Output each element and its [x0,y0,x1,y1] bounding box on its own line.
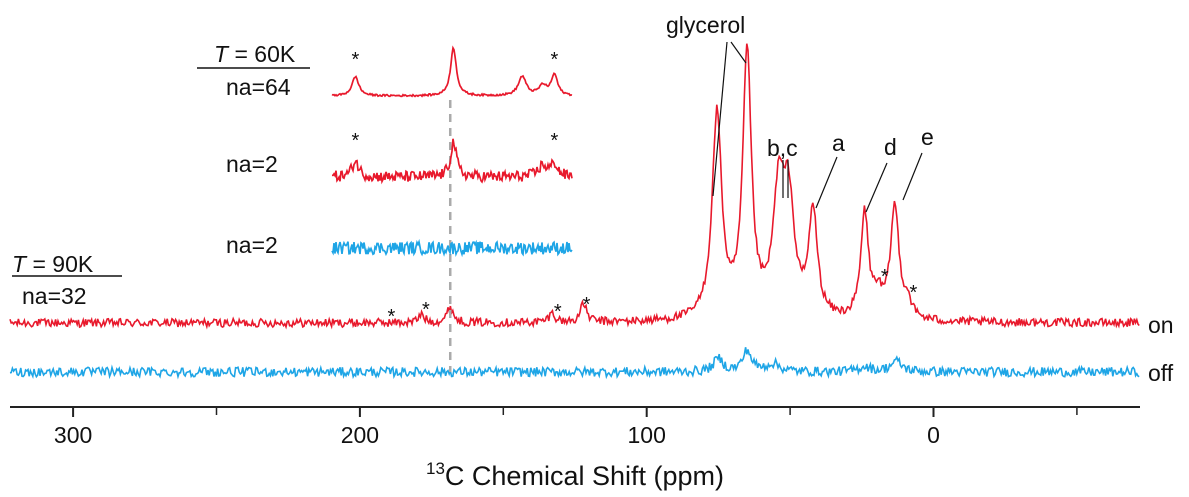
inset-temperature-label: T = 60K [214,41,296,67]
x-tick-label: 100 [628,422,666,448]
x-axis-title-superscript: 13 [426,459,445,478]
inset-trace-2 [332,139,572,182]
asterisk-marker: * [910,282,918,304]
peak-label-bc: b,c [767,135,798,161]
asterisk-marker: * [422,299,430,321]
x-tick-label: 0 [927,422,940,448]
inset-trace-2-label: na=2 [226,151,278,177]
a-pointer [816,157,837,208]
inset-temperature-value: = 60K [228,41,296,67]
peak-label-a: a [832,130,845,156]
glycerol-pointer-2 [731,42,746,63]
peak-label-d: d [884,134,897,160]
x-axis-title-text: C Chemical Shift (ppm) [445,461,724,491]
trace-off [10,347,1139,377]
inset-asterisk-marker: * [551,49,559,71]
d-pointer [866,163,887,212]
inset-trace-3-label: na=2 [226,232,278,258]
inset-asterisk-marker: * [551,130,559,152]
x-tick-label: 200 [341,422,379,448]
peak-label-glycerol: glycerol [666,12,745,38]
asterisk-marker: * [583,294,591,316]
x-tick-label: 300 [54,422,92,448]
main-spectra [10,44,1139,377]
x-axis-ticks: 300 200 100 0 [54,407,1077,448]
main-temperature-value: = 90K [26,251,94,277]
asterisk-marker: * [881,266,889,288]
x-axis-title: 13C Chemical Shift (ppm) [426,459,724,491]
inset-asterisk-marker: * [352,130,360,152]
inset-trace-1-label: na=64 [226,74,291,100]
inset-traces-group: * * * * [332,48,572,254]
series-label-on: on [1148,312,1174,338]
main-temperature-label: T = 90K [12,251,94,277]
asterisk-marker: * [554,301,562,323]
inset-trace-3 [332,242,572,255]
main-scans-label: na=32 [22,283,87,309]
asterisk-marker: * [388,306,396,328]
e-pointer [903,153,922,200]
inset-trace-1 [332,48,572,96]
trace-on [10,44,1139,327]
series-label-off: off [1148,360,1174,386]
main-spinning-sideband-markers: * * * * * * [388,266,918,328]
peak-label-e: e [921,124,934,150]
inset-asterisk-marker: * [352,49,360,71]
